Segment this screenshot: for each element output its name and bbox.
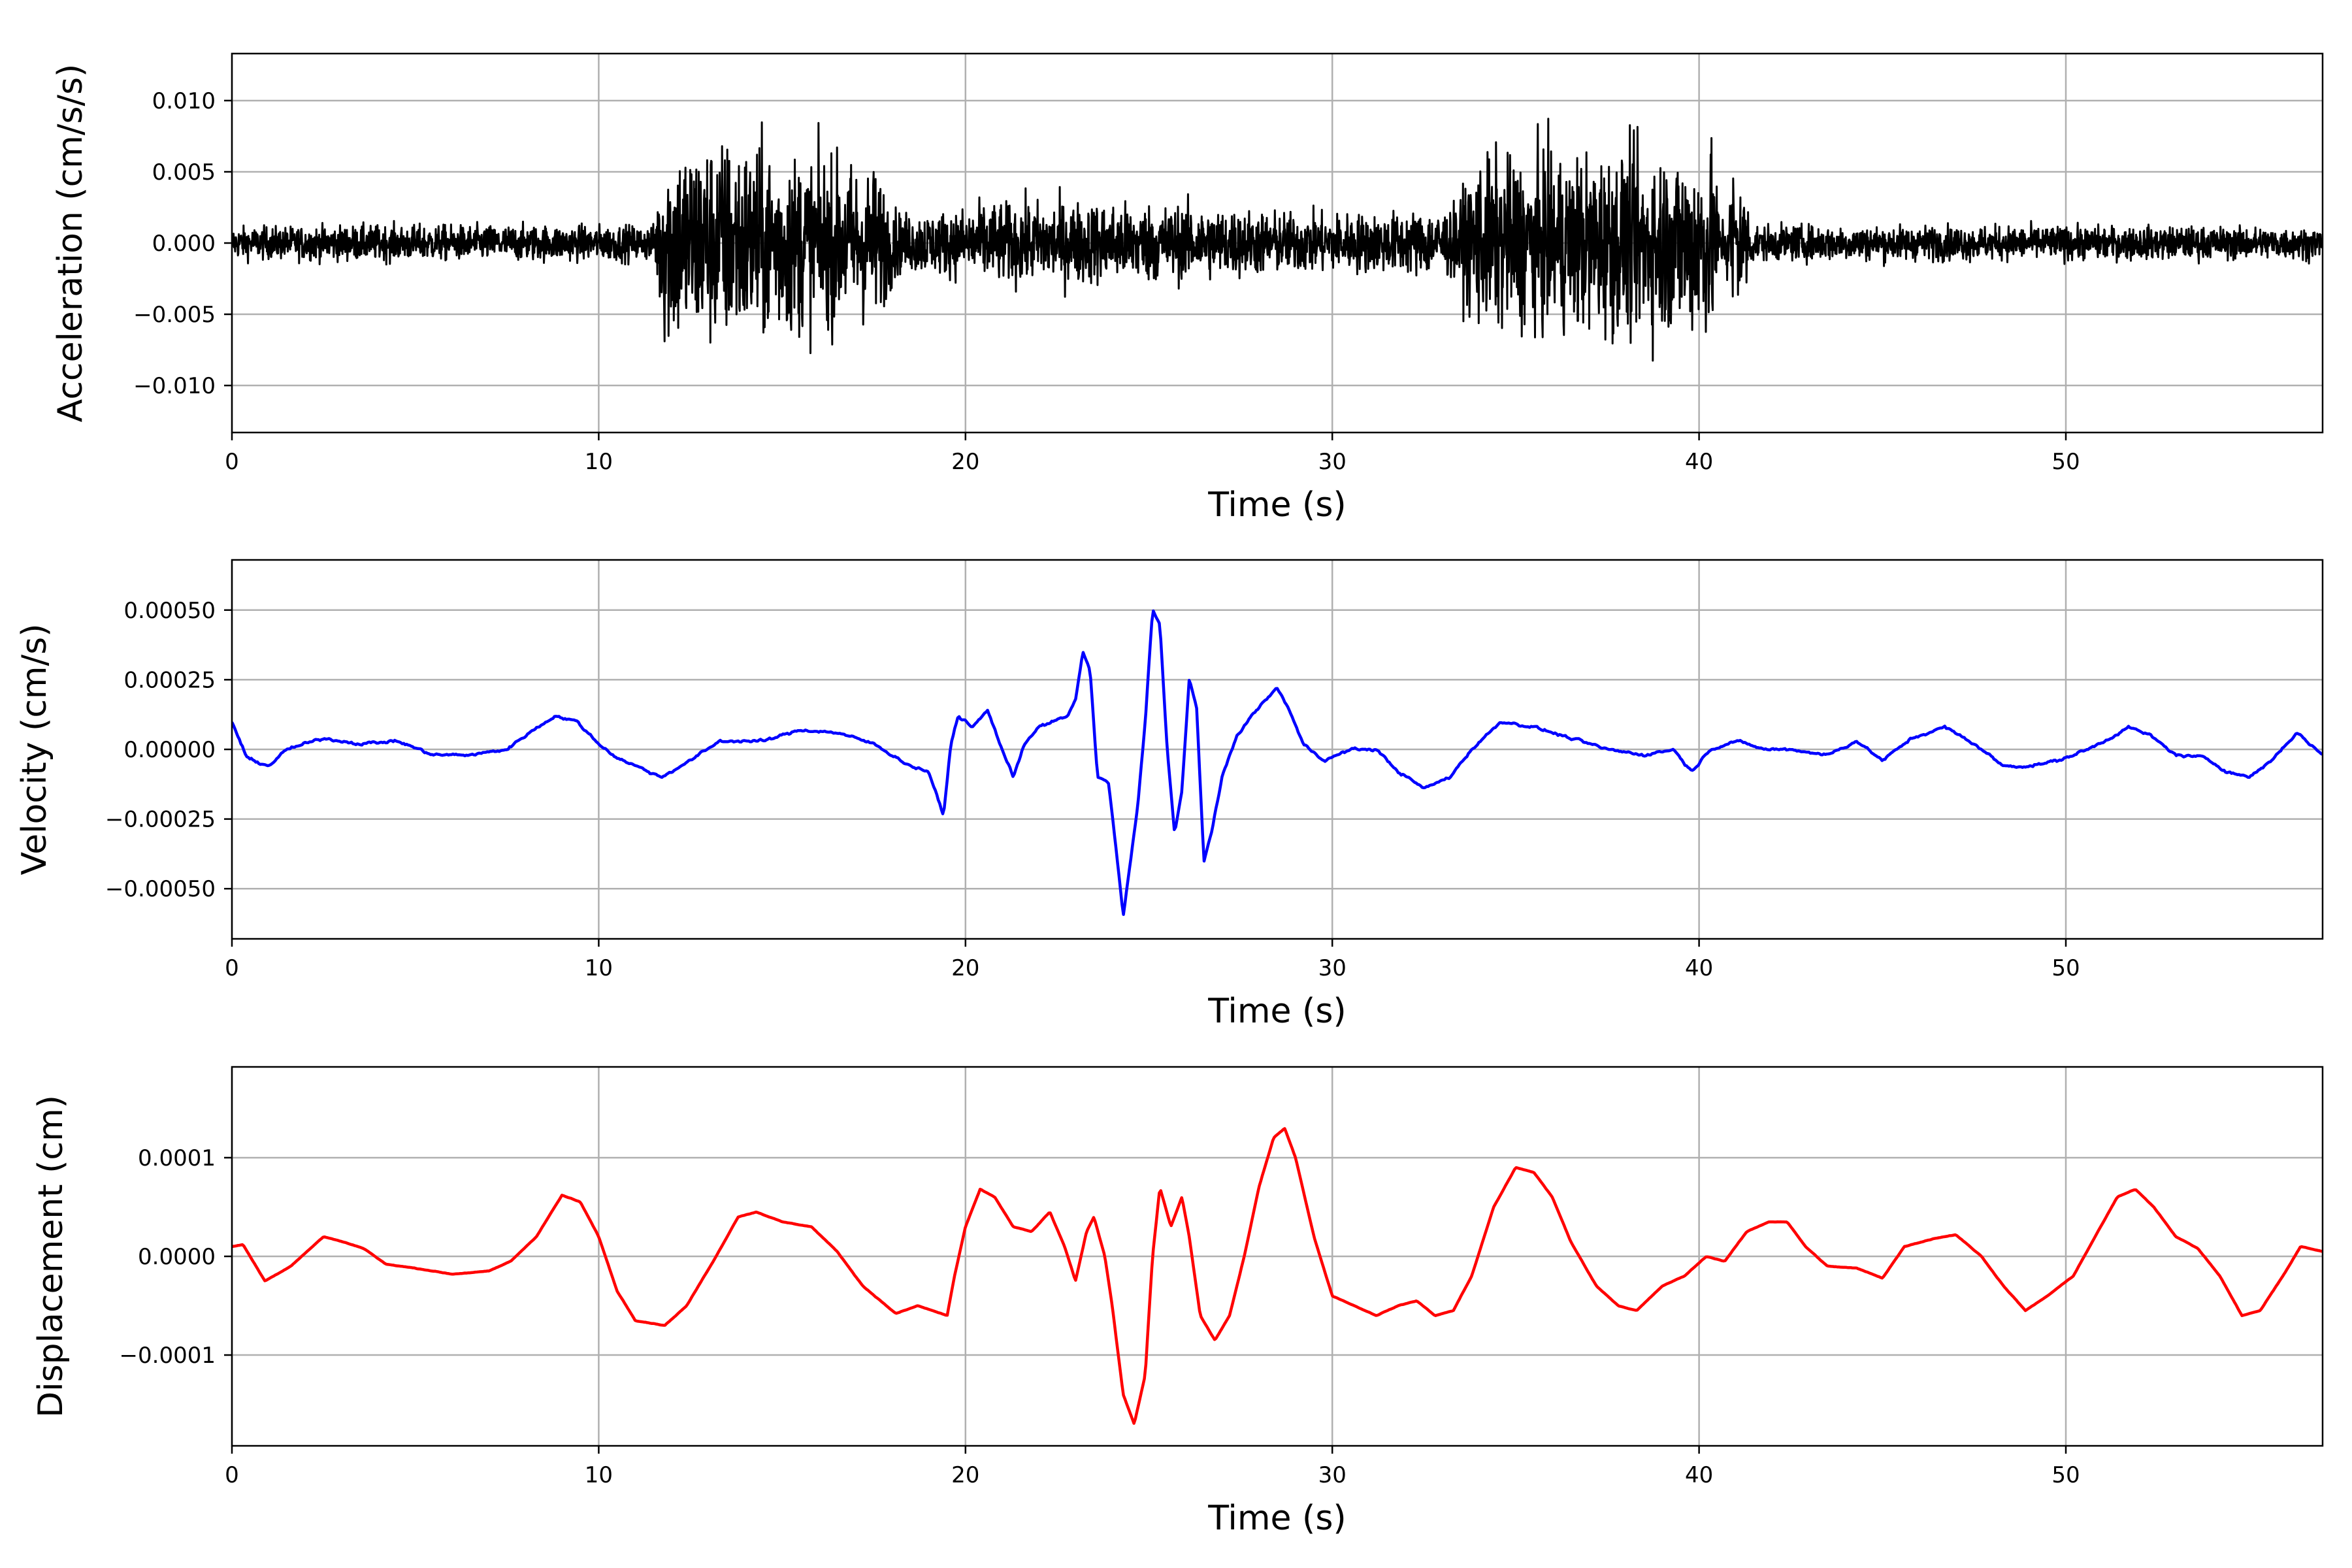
y-tick-label-4: −0.00050 [105,876,216,902]
y-tick-label-2: −0.0001 [120,1343,216,1369]
x-tick-label-4: 40 [1685,1462,1713,1488]
x-tick-label-1: 10 [585,955,613,981]
y-axis-title: Acceleration (cm/s/s) [51,64,90,423]
y-tick-label-0: 0.00050 [123,598,216,624]
y-tick-label-4: −0.010 [133,373,216,399]
acceleration-series-line [232,118,2323,362]
x-tick-label-4: 40 [1685,955,1713,981]
y-tick-label-3: −0.005 [133,302,216,328]
x-tick-label-2: 20 [951,955,979,981]
x-tick-label-5: 50 [2051,449,2080,475]
chart-acceleration: 0 10 20 30 40 50 0.010 0.005 0.000 −0.005 −0.010 Ti… [51,52,2324,525]
x-axis-title: Time (s) [1207,485,1346,525]
x-tick-label-0: 0 [225,449,239,475]
x-tick-label-1: 10 [585,449,613,475]
x-tick-label-0: 0 [225,1462,239,1488]
x-tick-label-2: 20 [951,449,979,475]
chart-velocity: 0 10 20 30 40 50 0.00050 0.00025 0.00000 −0.00025… [15,559,2324,1031]
y-tick-label-1: 0.0000 [138,1244,216,1270]
y-tick-label-0: 0.0001 [138,1145,216,1171]
velocity-series-line [232,609,2323,916]
chart-displacement: 0 10 20 30 40 50 0.0001 0.0000 −0.0001 Time (s) Di… [31,1066,2324,1538]
x-tick-label-2: 20 [951,1462,979,1488]
y-tick-label-1: 0.00025 [123,667,216,693]
y-tick-label-3: −0.00025 [105,807,216,833]
x-tick-label-5: 50 [2051,1462,2080,1488]
y-tick-label-1: 0.005 [152,159,216,186]
x-tick-label-3: 30 [1318,449,1347,475]
x-tick-label-0: 0 [225,955,239,981]
y-tick-label-0: 0.010 [152,88,216,114]
x-tick-label-3: 30 [1318,955,1347,981]
y-axis-title: Velocity (cm/s) [15,624,54,875]
y-tick-label-2: 0.000 [152,231,216,257]
x-tick-label-5: 50 [2051,955,2080,981]
x-axis-title: Time (s) [1207,992,1346,1031]
displacement-series-line [232,1127,2323,1425]
x-axis-title: Time (s) [1207,1499,1346,1538]
x-tick-label-3: 30 [1318,1462,1347,1488]
x-tick-label-1: 10 [585,1462,613,1488]
x-tick-label-4: 40 [1685,449,1713,475]
y-tick-label-2: 0.00000 [123,737,216,763]
y-axis-title: Displacement (cm) [31,1095,71,1418]
